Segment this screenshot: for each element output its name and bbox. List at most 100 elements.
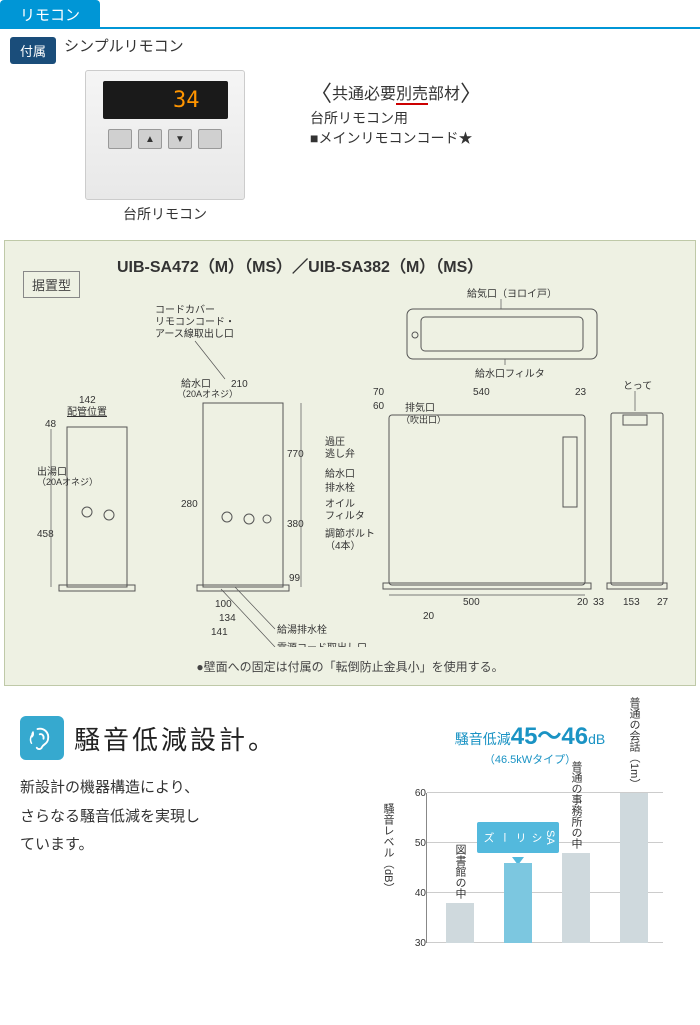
ytick: 40: [408, 888, 426, 899]
svg-text:458: 458: [37, 529, 54, 540]
svg-text:（吹出口）: （吹出口）: [401, 414, 446, 425]
svg-text:給気口（ヨロイ戸）: 給気口（ヨロイ戸）: [467, 287, 557, 300]
bar: [562, 853, 590, 943]
bracket-left: 〈: [310, 81, 332, 106]
noise-heading: 騒音低減設計。: [20, 716, 360, 760]
svg-text:60: 60: [373, 401, 385, 412]
bar-label: 普通の事務所の中: [568, 761, 584, 853]
svg-text:500: 500: [463, 597, 480, 608]
chart-yaxis: 30405060: [408, 773, 426, 943]
remote-box: 34 ▲ ▼: [85, 70, 245, 200]
svg-text:153: 153: [623, 597, 640, 608]
svg-text:99: 99: [289, 573, 301, 584]
noise-title: 騒音低減設計。: [74, 720, 277, 757]
bar-普通の事務所の中: 普通の事務所の中: [557, 853, 595, 943]
ytick: 50: [408, 838, 426, 849]
bar: [620, 793, 648, 943]
ytick: 60: [408, 788, 426, 799]
bar: [446, 903, 474, 943]
remote-buttons: ▲ ▼: [96, 129, 234, 149]
noise-section: 騒音低減設計。 新設計の機器構造により、 さらなる騒音低減を実現し ています。 …: [0, 706, 700, 963]
svg-text:70: 70: [373, 387, 385, 398]
noise-chart: 騒音レベル（dB） 30405060 図書館の中SAシリーズ普通の事務所の中普通…: [380, 773, 680, 943]
section-header: リモコン: [0, 0, 700, 29]
parts-under: 別売: [396, 86, 428, 105]
bar-label-highlight: SAシリーズ: [477, 822, 559, 853]
svg-text:380: 380: [287, 519, 304, 530]
svg-text:排気口: 排気口: [405, 401, 435, 414]
content-row: 34 ▲ ▼ 台所リモコン 〈共通必要別売部材〉 台所リモコン用 ■メインリモコ…: [0, 64, 700, 228]
svg-text:過圧: 過圧: [325, 436, 345, 448]
svg-text:給水口フィルタ: 給水口フィルタ: [475, 367, 545, 380]
svg-text:280: 280: [181, 499, 198, 510]
svg-text:134: 134: [219, 613, 236, 624]
svg-text:210: 210: [231, 379, 248, 390]
svg-text:48: 48: [45, 419, 57, 430]
svg-text:オイル: オイル: [325, 498, 355, 510]
diagram-svg: 配管位置 48 142 出湯口 （20Aオネジ） 458 コードカバー リモコン…: [17, 287, 677, 647]
svg-text:とって: とって: [623, 380, 652, 392]
banner-unit: dB: [588, 731, 605, 747]
bar-普通の会話（1m）: 普通の会話（1m）: [615, 793, 653, 943]
banner-pre: 騒音低減: [455, 731, 511, 747]
noise-right: 騒音低減45〜46dB （46.5kWタイプ） 騒音レベル（dB） 304050…: [380, 716, 680, 943]
svg-text:アース線取出し口: アース線取出し口: [155, 327, 234, 340]
svg-text:排水栓: 排水栓: [325, 481, 355, 494]
required-parts: 〈共通必要別売部材〉 台所リモコン用 ■メインリモコンコード★: [310, 76, 482, 148]
svg-text:コードカバー: コードカバー: [155, 304, 215, 316]
svg-text:142: 142: [79, 395, 96, 406]
svg-text:給湯排水栓: 給湯排水栓: [277, 623, 327, 636]
install-type-label: 据置型: [23, 271, 80, 298]
diagram-note: ●壁面への固定は付属の「転倒防止金具小」を使用する。: [17, 658, 683, 675]
ytick: 30: [408, 938, 426, 949]
remote-btn-down: ▼: [168, 129, 192, 149]
chart-ylabel: 騒音レベル（dB）: [380, 803, 396, 893]
svg-text:逃し弁: 逃し弁: [325, 447, 355, 460]
svg-text:フィルタ: フィルタ: [325, 510, 365, 522]
remote-device: 34 ▲ ▼ 台所リモコン: [80, 70, 250, 224]
svg-text:33: 33: [593, 597, 605, 608]
svg-text:（20Aオネジ）: （20Aオネジ）: [37, 477, 98, 487]
model-title: UIB-SA472（M）（MS）／UIB-SA382（M）（MS）: [117, 253, 683, 277]
bar-図書館の中: 図書館の中: [441, 903, 479, 943]
parts-post: 部材: [428, 86, 460, 103]
required-parts-header: 〈共通必要別売部材〉: [310, 76, 482, 108]
parts-line1: 台所リモコン用: [310, 108, 482, 128]
svg-text:540: 540: [473, 387, 490, 398]
svg-text:141: 141: [211, 627, 228, 638]
svg-text:電源コード取出し口: 電源コード取出し口: [277, 641, 367, 647]
bar-label: 図書館の中: [452, 844, 468, 903]
svg-text:770: 770: [287, 449, 304, 460]
bar: [504, 863, 532, 943]
bar-label: 普通の会話（1m）: [626, 697, 642, 793]
remote-display-value: 34: [173, 88, 200, 113]
subheader-row: 付属 シンプルリモコン: [0, 35, 700, 64]
bar-SAシリーズ: SAシリーズ: [499, 857, 537, 943]
noise-desc: 新設計の機器構造により、 さらなる騒音低減を実現し ています。: [20, 774, 360, 860]
remote-screen: 34: [103, 81, 228, 119]
ear-icon: [20, 716, 64, 760]
chart-bars: 図書館の中 SAシリーズ普通の事務所の中普通の会話（1m）: [426, 793, 653, 943]
svg-text:23: 23: [575, 387, 587, 398]
remote-btn-up: ▲: [138, 129, 162, 149]
svg-text:27: 27: [657, 597, 669, 608]
noise-left: 騒音低減設計。 新設計の機器構造により、 さらなる騒音低減を実現し ています。: [20, 716, 360, 860]
parts-pre: 共通必要: [332, 86, 396, 103]
bracket-right: 〉: [460, 81, 482, 106]
banner-big: 45〜46: [511, 723, 588, 750]
remote-btn-power: [108, 129, 132, 149]
svg-text:給水口: 給水口: [325, 467, 355, 480]
sub-title: シンプルリモコン: [64, 35, 184, 56]
svg-text:20: 20: [577, 597, 589, 608]
section-tab: リモコン: [0, 0, 100, 27]
svg-text:20: 20: [423, 611, 435, 622]
svg-text:（20Aオネジ）: （20Aオネジ）: [177, 389, 238, 399]
badge-included: 付属: [10, 37, 56, 64]
lbl-haikan: 配管位置: [67, 405, 107, 418]
remote-btn-bath: [198, 129, 222, 149]
svg-text:リモコンコード・: リモコンコード・: [155, 317, 235, 328]
svg-text:調節ボルト: 調節ボルト: [325, 527, 375, 540]
svg-text:100: 100: [215, 599, 232, 610]
parts-line2: ■メインリモコンコード★: [310, 128, 482, 148]
remote-label: 台所リモコン: [80, 204, 250, 224]
